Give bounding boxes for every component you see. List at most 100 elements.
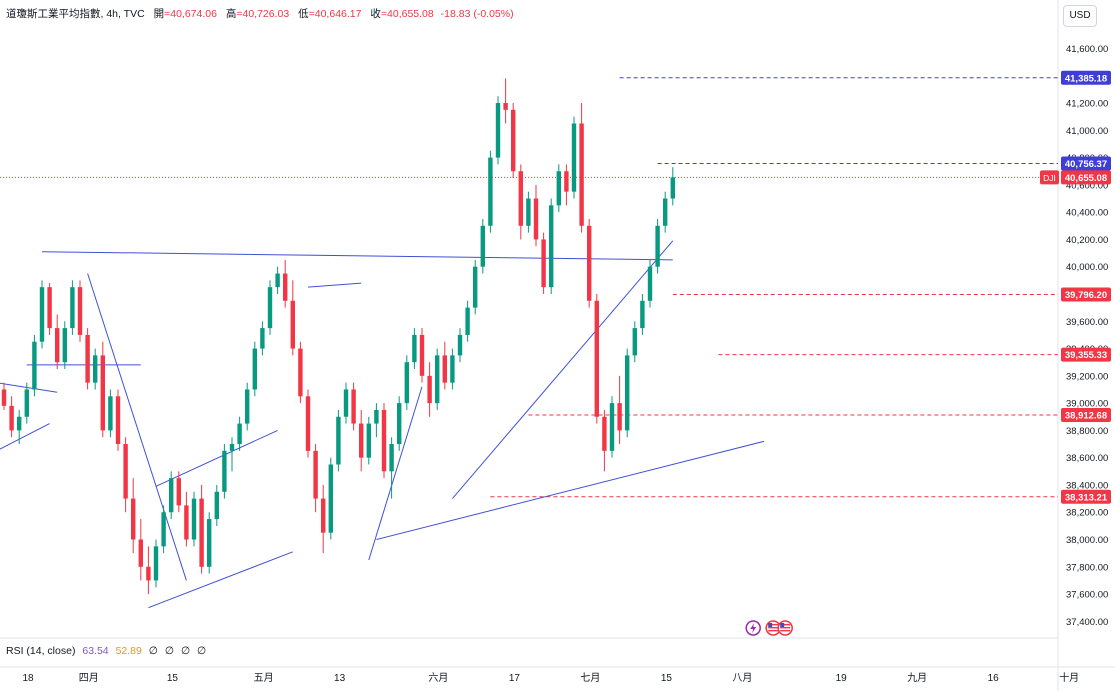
price-tag <box>1061 347 1111 362</box>
candle-body <box>511 109 516 172</box>
candle-body <box>450 355 455 383</box>
y-tick-label: 38,200.00 <box>1066 508 1108 519</box>
high-label: 高 <box>225 8 237 20</box>
trendline <box>155 429 278 487</box>
price-tag-label: 39,796.20 <box>1065 290 1107 301</box>
candle-body <box>313 450 318 499</box>
flag-stripe <box>780 630 791 632</box>
candle-body <box>62 328 67 363</box>
y-tick-label: 39,000.00 <box>1066 399 1108 410</box>
candle-body <box>214 491 219 520</box>
y-tick-label: 37,800.00 <box>1066 562 1108 573</box>
x-tick-label: 16 <box>988 673 1000 684</box>
y-tick-label: 41,000.00 <box>1066 126 1108 137</box>
candle-body <box>351 389 356 424</box>
candle-body <box>412 334 417 363</box>
candle-body <box>77 287 83 335</box>
price-tag <box>1061 170 1111 185</box>
x-tick-label: 四月 <box>79 672 99 684</box>
price-tag-label: 39,355.33 <box>1065 350 1107 361</box>
x-tick-label: 15 <box>661 673 673 684</box>
y-tick-label: 40,400.00 <box>1066 208 1108 219</box>
candle-body <box>518 171 523 226</box>
candle-body <box>632 328 637 356</box>
candle-body <box>93 355 98 383</box>
x-tick-label: 九月 <box>907 672 927 684</box>
price-tag-label: 40,756.37 <box>1065 159 1107 170</box>
flag-canton <box>768 623 773 627</box>
rsi-flag: ∅ <box>197 645 207 657</box>
candle-body <box>260 328 265 349</box>
candle-body <box>465 307 470 335</box>
candle-body <box>336 416 341 465</box>
candle-body <box>123 444 128 499</box>
candle-body <box>55 328 60 363</box>
price-tag-label: 40,655.08 <box>1065 173 1107 184</box>
candle-body <box>32 341 37 390</box>
candle-body <box>366 423 371 458</box>
candle-body <box>647 266 653 301</box>
candle-body <box>670 177 675 199</box>
candle-body <box>245 389 250 424</box>
change-value: -18.83 (-0.05%) <box>440 8 514 20</box>
y-tick-label: 38,800.00 <box>1066 426 1108 437</box>
symbol-title[interactable]: 道瓊斯工業平均指數, 4h, TVC <box>6 8 145 20</box>
candle-body <box>594 300 599 417</box>
rsi-value: 63.54 <box>82 645 109 657</box>
y-tick-label: 39,200.00 <box>1066 371 1108 382</box>
candle-body <box>427 375 432 404</box>
candle-body <box>222 450 227 492</box>
trendline <box>452 240 674 499</box>
x-tick-label: 15 <box>167 673 179 684</box>
candle-body <box>495 103 501 158</box>
trendline <box>0 423 50 450</box>
x-tick-label: 17 <box>509 673 521 684</box>
flag-stripe <box>768 624 779 626</box>
trendline <box>87 273 187 581</box>
rsi-flag: ∅ <box>164 645 175 657</box>
candle-body <box>153 546 159 581</box>
candles <box>1 78 675 595</box>
low-label: 低 <box>298 8 309 20</box>
y-tick-label: 38,400.00 <box>1066 480 1108 491</box>
rsi-flag: ∅ <box>180 645 191 657</box>
candle-body <box>176 478 181 506</box>
candle-body <box>169 478 174 513</box>
candle-body <box>640 300 645 329</box>
candle-body <box>579 123 584 226</box>
candle-body <box>70 287 75 329</box>
candle-body <box>359 423 364 458</box>
price-tag-label: 38,313.21 <box>1065 492 1108 503</box>
candle-body <box>541 239 546 288</box>
currency-button[interactable]: USD <box>1063 5 1097 27</box>
candle-body <box>503 103 508 110</box>
rsi-legend[interactable]: RSI (14, close) 63.54 52.89 ∅ ∅ ∅ ∅ <box>6 645 206 657</box>
flag-stripe <box>780 627 791 629</box>
candle-body <box>381 409 387 472</box>
candle-body <box>549 205 554 288</box>
candle-body <box>625 355 630 431</box>
y-tick-label: 40,200.00 <box>1066 235 1108 246</box>
candle-body <box>290 300 295 349</box>
rsi-flag: ∅ <box>148 645 158 657</box>
candle-body <box>9 405 14 431</box>
y-tick-label: 40,600.00 <box>1066 180 1108 191</box>
candle-body <box>655 225 660 267</box>
candle-body <box>184 505 189 540</box>
price-tag <box>1061 156 1111 171</box>
candle-body <box>321 498 326 533</box>
rsi-ma-value: 52.89 <box>115 645 142 657</box>
candle-body <box>473 266 478 308</box>
flag-stripe <box>768 630 779 632</box>
candle-body <box>404 362 409 404</box>
candle-body <box>571 123 577 192</box>
candle-body <box>161 512 166 547</box>
low-value: =40,646.17 <box>308 8 362 20</box>
candle-body <box>343 389 349 417</box>
x-tick-label: 19 <box>836 673 848 684</box>
candle-body <box>283 273 288 301</box>
candle-body <box>229 444 235 451</box>
